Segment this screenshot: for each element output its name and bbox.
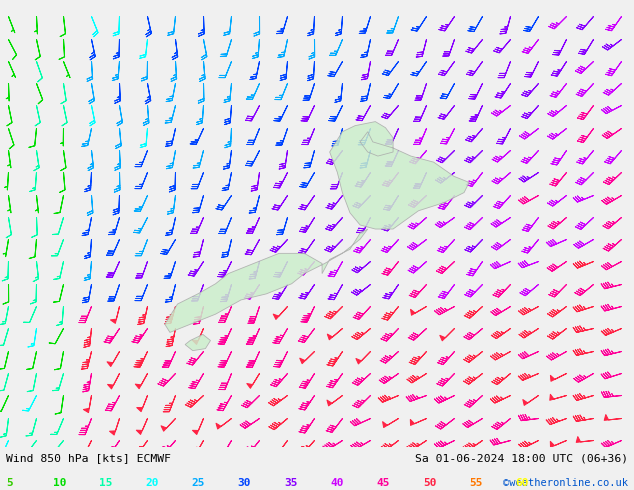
Text: 50: 50 bbox=[423, 478, 436, 488]
Text: 5: 5 bbox=[6, 478, 13, 488]
Polygon shape bbox=[185, 335, 210, 351]
Text: 15: 15 bbox=[99, 478, 112, 488]
Text: ©weatheronline.co.uk: ©weatheronline.co.uk bbox=[503, 478, 628, 488]
Text: 25: 25 bbox=[191, 478, 205, 488]
Text: 55: 55 bbox=[469, 478, 482, 488]
Text: 40: 40 bbox=[330, 478, 344, 488]
Polygon shape bbox=[330, 122, 469, 229]
Text: 10: 10 bbox=[53, 478, 66, 488]
Text: 20: 20 bbox=[145, 478, 158, 488]
Polygon shape bbox=[165, 229, 368, 332]
Text: 30: 30 bbox=[238, 478, 251, 488]
Text: Wind 850 hPa [kts] ECMWF: Wind 850 hPa [kts] ECMWF bbox=[6, 453, 171, 463]
Text: 60: 60 bbox=[515, 478, 529, 488]
Text: 45: 45 bbox=[377, 478, 390, 488]
Text: Sa 01-06-2024 18:00 UTC (06+36): Sa 01-06-2024 18:00 UTC (06+36) bbox=[415, 453, 628, 463]
Text: 35: 35 bbox=[284, 478, 297, 488]
